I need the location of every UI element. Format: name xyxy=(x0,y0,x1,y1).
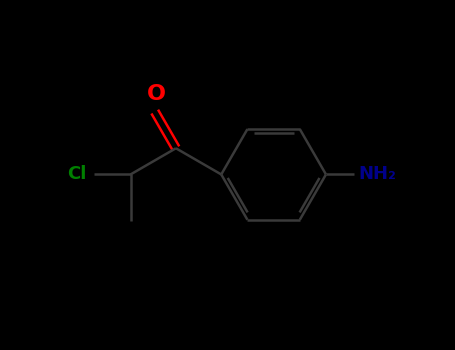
Text: O: O xyxy=(147,84,166,104)
Text: Cl: Cl xyxy=(67,166,86,183)
Text: NH₂: NH₂ xyxy=(359,166,396,183)
